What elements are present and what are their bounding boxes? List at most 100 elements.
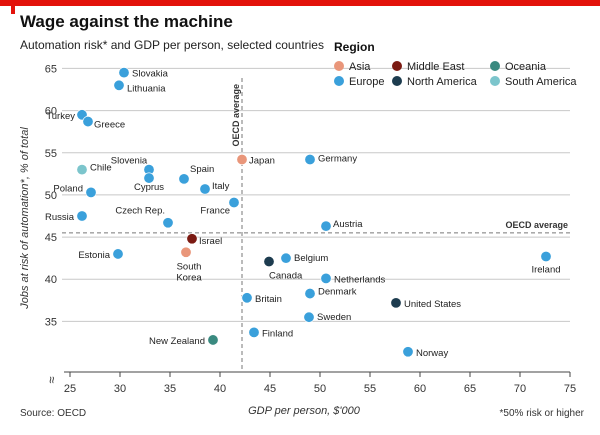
point-lithuania (113, 79, 125, 91)
point-finland (248, 326, 260, 338)
point-czech-rep (162, 217, 174, 229)
chart-subtitle: Automation risk* and GDP per person, sel… (20, 38, 324, 52)
point-label-finland: Finland (262, 328, 293, 339)
point-label-britain: Britain (255, 294, 282, 305)
x-tick-label: 50 (314, 383, 326, 395)
point-label-korea: Korea (176, 272, 202, 283)
legend-title: Region (334, 40, 375, 54)
x-tick-label: 30 (114, 383, 126, 395)
x-tick-label: 60 (414, 383, 426, 395)
y-axis-title: Jobs at risk of automation*, % of total (19, 127, 31, 310)
point-cyprus (143, 172, 155, 184)
footnote: *50% risk or higher (499, 408, 584, 419)
point-sweden (303, 311, 315, 323)
legend-label-north-america: North America (407, 76, 478, 88)
legend-swatch-europe (334, 76, 344, 86)
x-tick-label: 35 (164, 383, 176, 395)
point-label-lithuania: Lithuania (127, 83, 166, 94)
point-slovakia (118, 67, 130, 79)
legend-swatch-asia (334, 61, 344, 71)
point-netherlands (320, 272, 332, 284)
point-france (228, 197, 240, 209)
point-canada (263, 256, 275, 268)
point-label-japan: Japan (249, 156, 275, 167)
point-label-israel: Israel (199, 236, 222, 247)
point-label-south: South (177, 261, 202, 272)
x-tick-label: 40 (214, 383, 226, 395)
y-tick-label: 40 (45, 274, 57, 286)
point-label-turkey: Turkey (46, 111, 75, 122)
brand-tab (11, 6, 15, 14)
x-tick-label: 75 (564, 383, 576, 395)
axis-break-symbol: ≈ (44, 376, 59, 383)
x-axis-title: GDP per person, $'000 (248, 405, 361, 417)
point-label-france: France (200, 206, 230, 217)
brand-bar (0, 0, 600, 6)
y-tick-label: 45 (45, 232, 57, 244)
point-label-denmark: Denmark (318, 287, 357, 298)
legend-label-asia: Asia (349, 61, 371, 73)
y-tick-label: 35 (45, 316, 57, 328)
point-label-norway: Norway (416, 348, 448, 359)
point-label-chile: Chile (90, 163, 112, 174)
x-tick-label: 55 (364, 383, 376, 395)
point-estonia (112, 248, 124, 260)
point-label-sweden: Sweden (317, 312, 351, 323)
point-russia (76, 210, 88, 222)
point-norway (402, 346, 414, 358)
point-label-russia: Russia (45, 212, 75, 223)
point-denmark (304, 288, 316, 300)
y-tick-label: 65 (45, 63, 57, 75)
point-label-spain: Spain (190, 164, 214, 175)
x-tick-label: 45 (264, 383, 276, 395)
x-tick-label: 25 (64, 383, 76, 395)
point-label-austria: Austria (333, 219, 363, 230)
point-label-italy: Italy (212, 181, 230, 192)
point-spain (178, 173, 190, 185)
point-britain (241, 292, 253, 304)
legend-label-europe: Europe (349, 76, 384, 88)
y-tick-label: 60 (45, 106, 57, 118)
point-italy (199, 183, 211, 195)
point-germany (304, 154, 316, 166)
point-new-zealand (207, 334, 219, 346)
point-label-cyprus: Cyprus (134, 182, 164, 193)
point-label-estonia: Estonia (78, 250, 110, 261)
point-label-united-states: United States (404, 299, 461, 310)
point-label-poland: Poland (53, 183, 83, 194)
point-label-greece: Greece (94, 120, 125, 131)
x-tick-label: 65 (464, 383, 476, 395)
point-label-slovenia: Slovenia (111, 156, 148, 167)
point-greece (82, 116, 94, 128)
point-japan (236, 154, 248, 166)
oecd-average-vertical-label: OECD average (231, 84, 241, 147)
legend-label-middle-east: Middle East (407, 61, 464, 73)
legend-swatch-north-america (392, 76, 402, 86)
y-tick-label: 55 (45, 148, 57, 160)
point-poland (85, 186, 97, 198)
point-united-states (390, 297, 402, 309)
point-label-netherlands: Netherlands (334, 274, 385, 285)
legend-swatch-oceania (490, 61, 500, 71)
point-south-korea (180, 246, 192, 258)
point-label-czech-rep: Czech Rep. (115, 206, 165, 217)
source-note: Source: OECD (20, 408, 87, 419)
y-tick-label: 50 (45, 190, 57, 202)
point-belgium (280, 252, 292, 264)
point-label-ireland: Ireland (531, 264, 560, 275)
legend-label-south-america: South America (505, 76, 577, 88)
legend-swatch-middle-east (392, 61, 402, 71)
chart-title: Wage against the machine (20, 12, 233, 31)
legend-swatch-south-america (490, 76, 500, 86)
point-label-germany: Germany (318, 154, 357, 165)
point-label-new-zealand: New Zealand (149, 336, 205, 347)
point-austria (320, 220, 332, 232)
legend-label-oceania: Oceania (505, 61, 547, 73)
point-chile (76, 164, 88, 176)
point-label-belgium: Belgium (294, 253, 328, 264)
point-ireland (540, 250, 552, 262)
point-label-canada: Canada (269, 271, 303, 282)
point-israel (186, 233, 198, 245)
x-tick-label: 70 (514, 383, 526, 395)
